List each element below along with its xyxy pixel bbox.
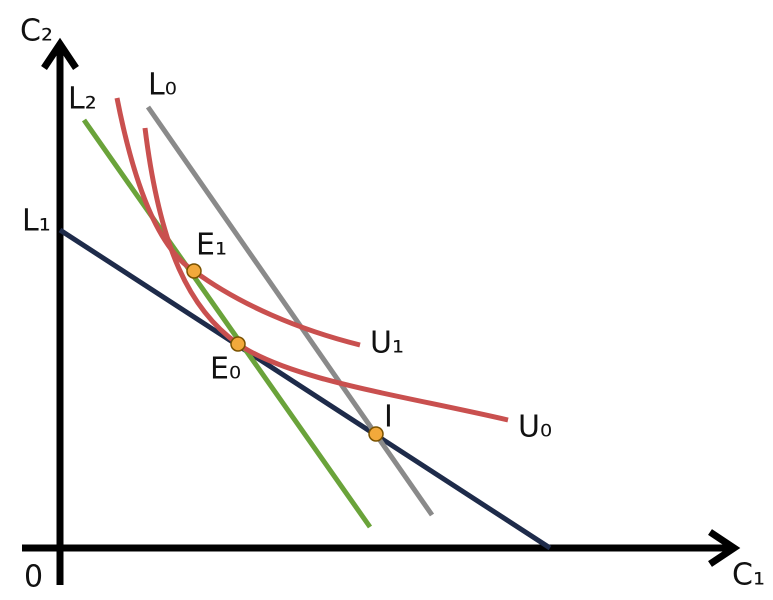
- curve-u1: [114, 97, 361, 348]
- origin-label: 0: [24, 560, 43, 595]
- line-label: L₂: [68, 82, 97, 117]
- point-label: E₁: [196, 228, 227, 263]
- line-label: L₁: [22, 204, 51, 239]
- curve-label: U₁: [370, 326, 404, 361]
- point-i: [368, 426, 384, 442]
- x-axis-label: C₁: [732, 558, 765, 593]
- curve-label: U₀: [518, 410, 552, 445]
- line-l0: [145, 105, 435, 517]
- point-e1: [186, 263, 202, 279]
- point-label: E₀: [210, 352, 241, 387]
- line-label: L₀: [148, 68, 177, 103]
- x-arrow: [708, 529, 741, 567]
- line-l1: [58, 227, 552, 551]
- point-e0: [230, 336, 246, 352]
- line-l2: [81, 118, 373, 529]
- y-arrow: [41, 37, 79, 70]
- point-label: I: [384, 400, 393, 435]
- y-axis-label: C₂: [20, 14, 53, 49]
